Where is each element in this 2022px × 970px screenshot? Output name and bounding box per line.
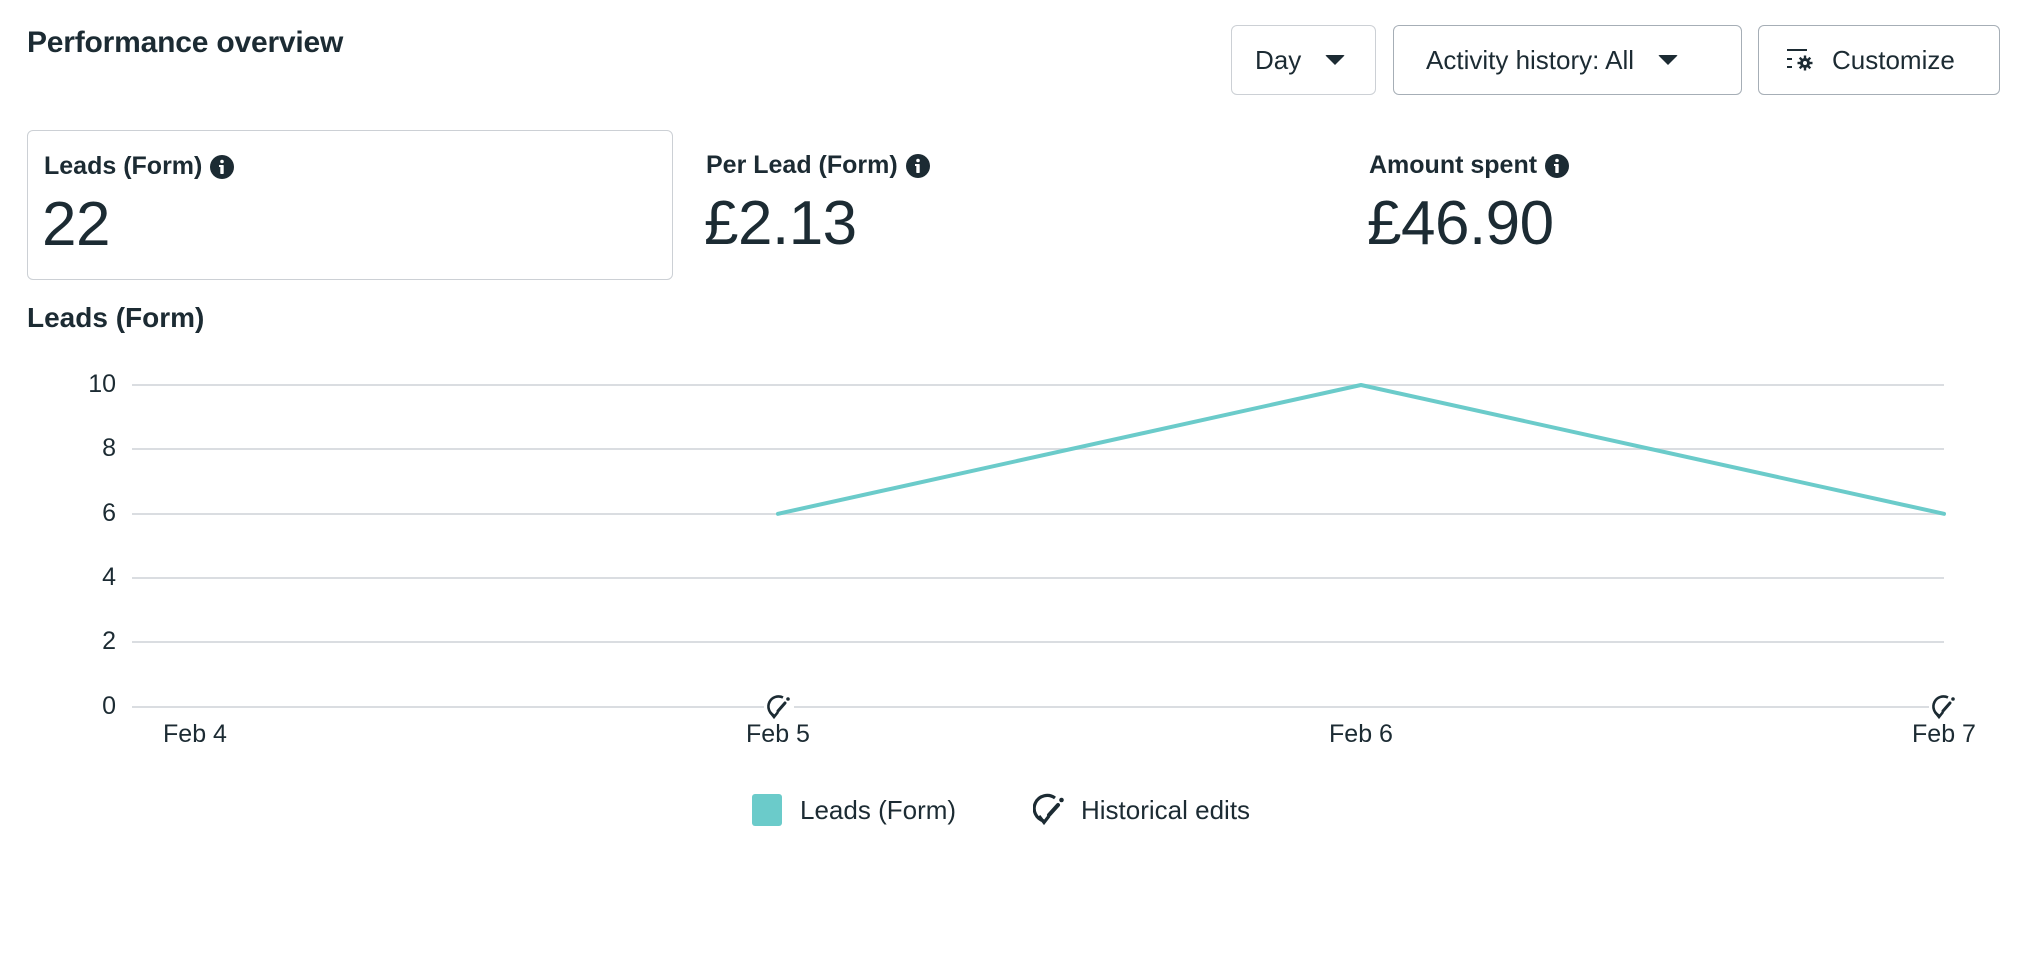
metric-value: 22 [42, 190, 110, 259]
activity-history-dropdown[interactable]: Activity history: All [1393, 25, 1742, 95]
legend-item-historical-edits[interactable]: Historical edits [1033, 790, 1250, 830]
x-tick-label: Feb 4 [163, 720, 227, 748]
caret-down-icon [1658, 55, 1679, 65]
metric-label: Leads (Form) [44, 152, 203, 180]
y-tick-label: 8 [102, 434, 116, 462]
info-icon[interactable] [1545, 153, 1570, 178]
customize-button[interactable]: Customize [1758, 25, 2000, 95]
y-tick-label: 6 [102, 499, 116, 527]
historical-edit-marker-feb7 [1929, 694, 1959, 720]
metric-label-wrap: Leads (Form) [44, 152, 235, 181]
legend-label: Leads (Form) [800, 794, 957, 825]
activity-history-label: Activity history: All [1426, 44, 1635, 75]
legend-item-leads[interactable]: Leads (Form) [752, 790, 956, 830]
historical-edit-marker-feb5 [764, 694, 794, 720]
x-tick-label: Feb 7 [1912, 720, 1976, 748]
metric-value: £2.13 [704, 189, 857, 258]
info-icon[interactable] [210, 154, 235, 179]
y-tick-label: 10 [88, 370, 116, 398]
legend-swatch [752, 794, 782, 826]
metric-label: Amount spent [1369, 151, 1538, 179]
page-title: Performance overview [27, 26, 344, 59]
y-tick-label: 0 [102, 692, 116, 720]
metric-card-leads[interactable]: Leads (Form) 22 [27, 130, 673, 280]
leads-series-line [776, 383, 1946, 516]
y-tick-label: 4 [102, 563, 116, 591]
customize-gear-icon [1787, 49, 1813, 71]
y-tick-label: 2 [102, 627, 116, 655]
customize-label: Customize [1832, 44, 1955, 75]
chart-title: Leads (Form) [27, 302, 205, 333]
toolbar: Day Activity history: All Customize [0, 25, 2022, 97]
time-granularity-dropdown[interactable]: Day [1231, 25, 1376, 95]
x-tick-label: Feb 5 [746, 720, 810, 748]
gridlines [132, 384, 1944, 708]
caret-down-icon [1325, 55, 1346, 65]
metric-card-per-lead[interactable]: Per Lead (Form) £2.13 [690, 130, 1330, 280]
metric-card-amount-spent[interactable]: Amount spent £46.90 [1353, 130, 1993, 280]
historical-edits-icon [1033, 793, 1064, 826]
day-dropdown-label: Day [1255, 44, 1302, 75]
info-icon[interactable] [905, 153, 930, 178]
metric-label: Per Lead (Form) [706, 151, 898, 179]
metric-label-wrap: Amount spent [1369, 151, 1570, 180]
metric-value: £46.90 [1367, 189, 1554, 258]
x-tick-label: Feb 6 [1329, 720, 1393, 748]
legend-label: Historical edits [1081, 794, 1251, 825]
chart-legend: Leads (Form) Historical edits [0, 790, 2022, 830]
metric-label-wrap: Per Lead (Form) [706, 151, 930, 180]
